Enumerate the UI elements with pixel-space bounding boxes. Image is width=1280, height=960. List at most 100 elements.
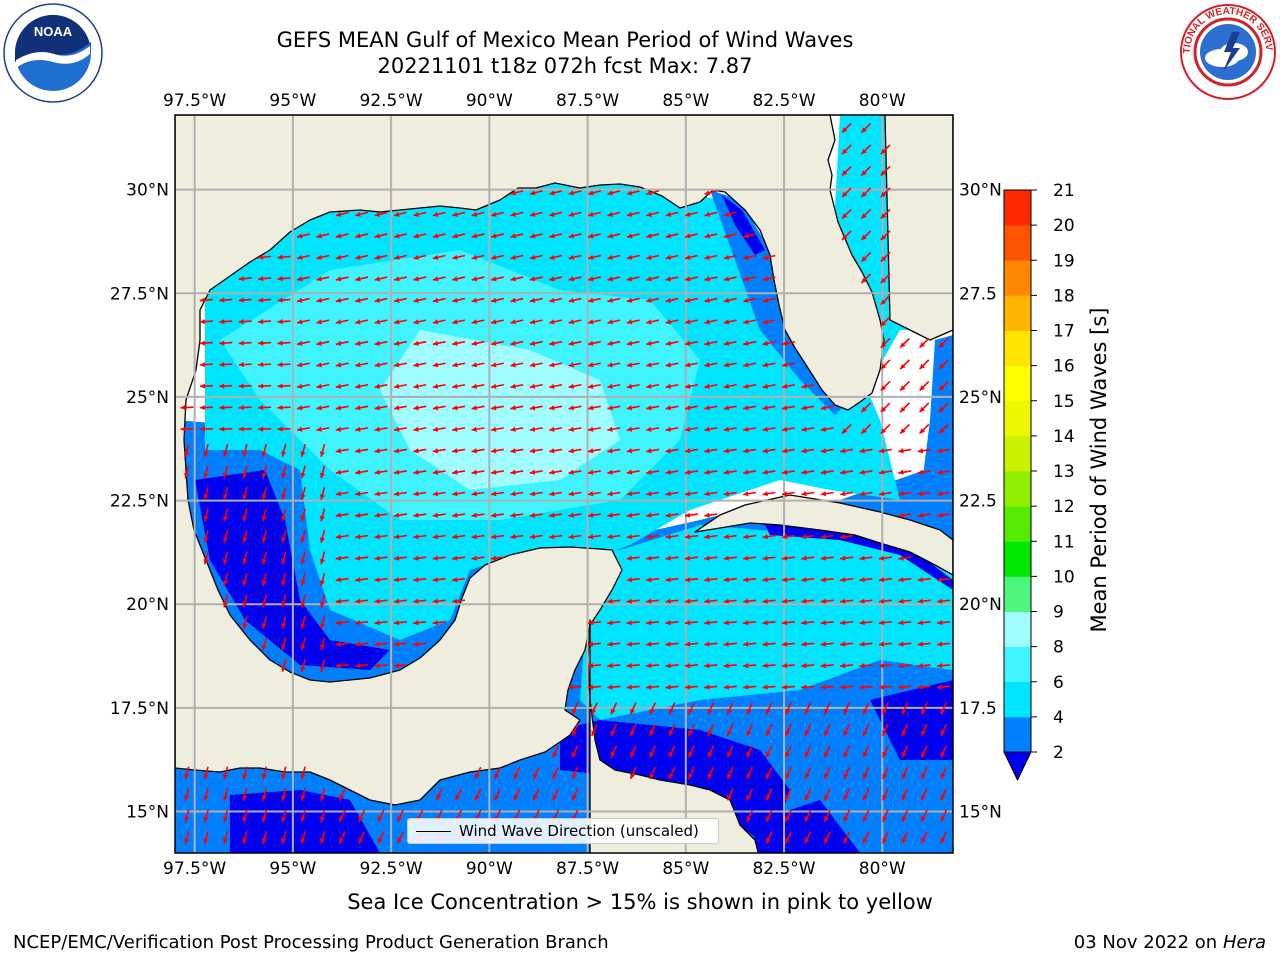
wave-direction-arrow [587,319,601,325]
wave-direction-arrow [626,233,640,239]
wave-direction-arrow [704,233,718,239]
wave-direction-arrow [413,641,427,647]
colorbar-bin [1004,400,1031,437]
wave-direction-arrow [471,512,485,518]
wave-direction-arrow [587,405,601,411]
wave-direction-arrow [898,555,912,561]
wave-direction-arrow [587,362,601,368]
wave-direction-arrow [878,577,892,583]
wave-direction-arrow [880,144,891,155]
wave-direction-arrow [784,831,792,844]
wave-direction-arrow [726,745,734,758]
wave-direction-arrow [222,594,229,608]
wave-direction-arrow [242,616,248,629]
wave-direction-arrow [898,491,912,497]
wave-direction-arrow [762,276,776,282]
wave-direction-arrow [568,211,582,217]
wave-direction-arrow [649,723,657,737]
wave-direction-arrow [203,766,209,780]
wave-direction-arrow [413,211,427,217]
wave-direction-arrow [355,448,369,454]
wave-direction-arrow [881,831,889,844]
wave-direction-arrow [704,319,718,325]
wave-direction-arrow [261,487,268,500]
wave-direction-arrow [626,211,640,217]
wave-direction-arrow [626,469,640,475]
wave-direction-arrow [860,273,872,284]
wave-direction-arrow [296,233,310,239]
lon-label-bottom: 92.5°W [360,859,423,879]
wave-direction-arrow [355,512,369,518]
wave-direction-arrow [300,809,306,823]
wave-direction-arrow [723,598,737,604]
wave-direction-arrow [804,702,812,715]
wave-direction-arrow [843,788,851,801]
wave-direction-arrow [413,448,427,454]
wave-direction-arrow [568,512,582,518]
wave-direction-arrow [665,319,679,325]
wave-direction-arrow [222,444,229,457]
wave-direction-arrow [355,641,369,647]
wave-direction-arrow [781,340,795,346]
wave-direction-arrow [723,577,737,583]
wave-direction-arrow [335,254,349,260]
wave-direction-arrow [743,405,757,411]
wave-direction-arrow [316,340,330,346]
wave-direction-arrow [917,641,931,647]
wave-direction-arrow [203,487,209,500]
wave-direction-arrow [684,383,698,389]
wave-direction-arrow [684,512,698,518]
wave-direction-arrow [860,208,872,220]
wave-direction-arrow [238,276,252,282]
noaa-logo: NOAA [3,3,103,103]
wave-direction-arrow [765,809,773,823]
wave-direction-arrow [529,276,543,282]
wave-direction-arrow [626,663,640,669]
wave-direction-arrow [413,577,427,583]
footer-date-text: 03 Nov 2022 on [1073,932,1218,953]
wave-direction-arrow [549,233,563,239]
wave-direction-arrow [184,766,190,780]
wave-direction-arrow [940,723,948,737]
wave-direction-arrow [646,491,660,497]
wave-direction-arrow [626,577,640,583]
wave-direction-arrow [646,663,660,669]
wave-direction-arrow [917,684,931,690]
wave-direction-arrow [841,144,852,155]
wave-direction-arrow [801,641,815,647]
wave-direction-arrow [199,426,213,432]
lon-label-bottom: 97.5°W [163,859,226,879]
wave-direction-arrow [841,423,852,435]
wave-direction-arrow [296,383,310,389]
wave-direction-arrow [626,297,640,303]
wave-direction-arrow [316,233,330,239]
wave-direction-arrow [684,340,698,346]
wave-direction-arrow [374,276,388,282]
wave-direction-arrow [804,766,812,780]
wave-direction-arrow [374,663,388,669]
wave-direction-arrow [668,723,676,737]
wave-direction-arrow [860,251,872,263]
wave-direction-arrow [880,294,891,306]
wave-direction-arrow [571,745,579,758]
wave-direction-arrow [841,122,852,134]
wave-direction-arrow [898,448,912,454]
wave-direction-arrow [413,469,427,475]
wave-direction-arrow [762,491,776,497]
wave-direction-arrow [374,297,388,303]
wave-direction-arrow [762,684,776,690]
wave-direction-arrow [820,534,834,540]
wave-direction-arrow [646,233,660,239]
wave-direction-arrow [471,534,485,540]
wave-direction-arrow [281,508,287,522]
wave-direction-arrow [590,723,598,737]
colorbar-tick-label: 2 [1053,743,1064,763]
wave-direction-arrow [413,319,427,325]
wave-direction-arrow [626,190,640,196]
wave-direction-arrow [281,594,287,608]
wave-direction-arrow [881,788,889,801]
wave-direction-arrow [393,276,407,282]
wave-direction-arrow [704,641,718,647]
wave-direction-arrow [393,426,407,432]
wave-direction-arrow [629,723,637,737]
